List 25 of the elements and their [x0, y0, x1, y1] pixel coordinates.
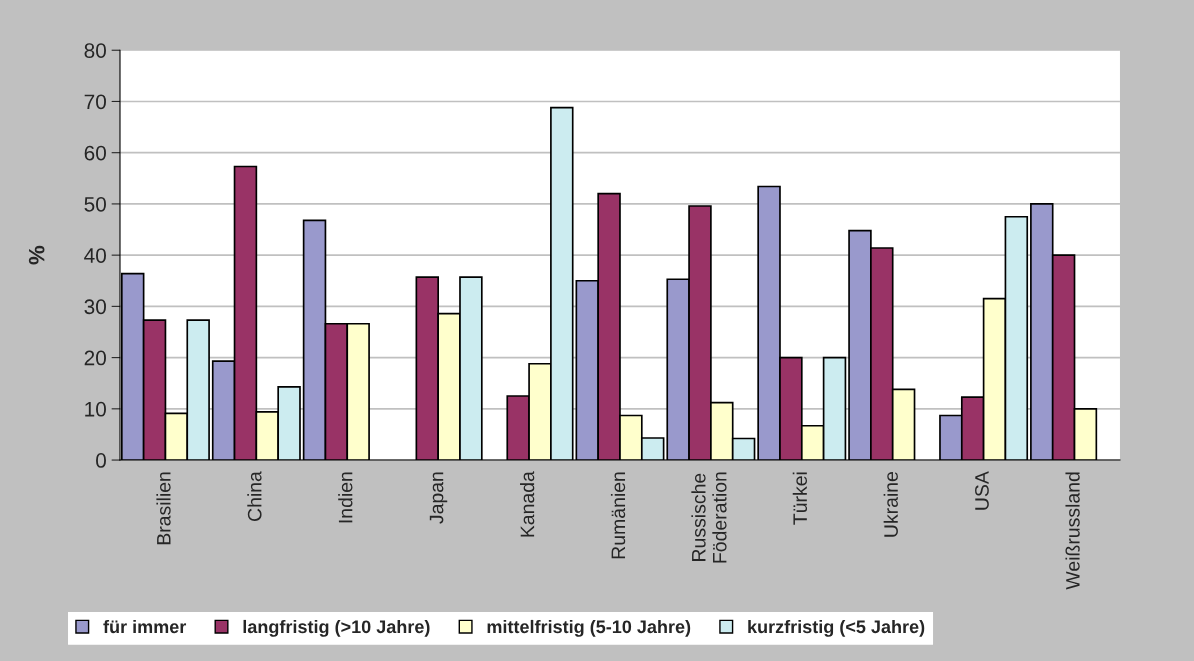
y-tick-label: 20	[84, 350, 106, 366]
x-tick-label: Brasilien	[156, 472, 171, 545]
y-tick-label: 80	[84, 43, 106, 58]
x-tick-label: Indien	[338, 472, 353, 523]
y-tick-label: 10	[85, 401, 106, 417]
x-tick-label: Japan	[429, 472, 448, 524]
y-tick-label: 70	[84, 94, 106, 110]
x-tick-label: Türkei	[792, 472, 808, 525]
x-tick-label: Rumänien	[610, 472, 626, 559]
y-tick-label: 30	[84, 299, 106, 315]
x-tick-label: Kanada	[520, 471, 535, 537]
y-tick-label: 50	[84, 196, 106, 212]
y-axis-title: %	[28, 245, 45, 265]
y-tick-label: 40	[84, 248, 106, 263]
legend-label: kurzfristig (<5 Jahre)	[748, 619, 925, 637]
y-tick-label: 0	[96, 453, 106, 468]
legend-label: langfristig (>10 Jahre)	[243, 619, 430, 637]
legend-label: für immer	[103, 619, 187, 634]
y-tick-label: 60	[84, 145, 106, 161]
x-tick-label: China	[247, 471, 262, 521]
x-tick-label: Russische Föderation	[691, 472, 727, 563]
x-tick-label: Ukraine	[883, 472, 898, 537]
legend-label: mittelfristig (5-10 Jahre)	[487, 619, 691, 637]
x-tick-label: Weißrussland	[1065, 472, 1080, 590]
x-tick-label: USA	[975, 471, 989, 510]
